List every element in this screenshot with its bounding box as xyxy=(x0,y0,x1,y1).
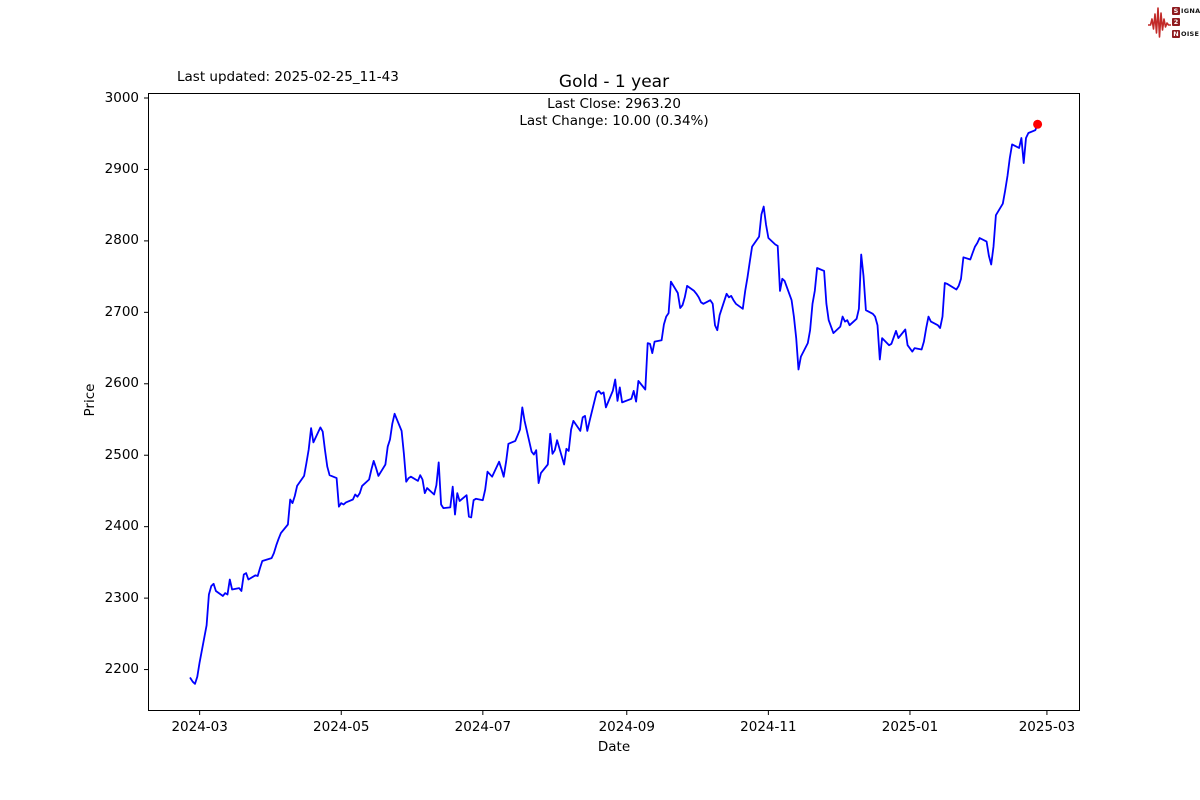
x-tick-label: 2024-03 xyxy=(171,719,228,735)
price-line xyxy=(189,123,1039,685)
y-tick-label: 2600 xyxy=(104,375,139,392)
y-tick-label: 2300 xyxy=(104,589,139,606)
x-tick-label: 2024-11 xyxy=(740,719,797,735)
chart-title: Gold - 1 year xyxy=(558,72,670,92)
annotation-last-change: Last Change: 10.00 (0.34%) xyxy=(519,113,709,129)
y-axis-label: Price xyxy=(82,383,98,417)
y-tick-label: 2400 xyxy=(104,518,139,535)
y-tick-label: 2900 xyxy=(104,160,139,177)
last-point-marker xyxy=(1033,119,1043,129)
x-tick-label: 2024-07 xyxy=(454,719,512,735)
x-axis-label: Date xyxy=(597,739,631,755)
last-updated-text: Last updated: 2025-02-25_11-43 xyxy=(177,69,399,85)
y-tick-label: 2800 xyxy=(104,232,139,249)
logo-row-2: 2 xyxy=(1172,17,1200,27)
x-tick-label: 2024-09 xyxy=(598,719,655,735)
logo-text: S IGNAL 2 N OISE xyxy=(1172,6,1200,39)
y-tick-label: 2500 xyxy=(104,446,139,463)
x-tick-label: 2025-01 xyxy=(881,719,939,735)
annotation-last-close: Last Close: 2963.20 xyxy=(547,96,681,112)
signal2noise-logo: S IGNAL 2 N OISE xyxy=(1148,3,1200,41)
logo-box-n: N xyxy=(1172,29,1180,38)
plot-frame xyxy=(148,93,1080,711)
logo-row-noise: N OISE xyxy=(1172,29,1200,38)
y-tick-label: 3000 xyxy=(104,89,139,106)
waveform-icon xyxy=(1148,7,1171,38)
x-tick-label: 2024-05 xyxy=(313,719,370,735)
y-tick-label: 2700 xyxy=(104,303,139,320)
y-tick-label: 2200 xyxy=(104,661,139,678)
logo-box-s: S xyxy=(1172,6,1180,15)
logo-box-2: 2 xyxy=(1172,18,1180,26)
logo-row-signal: S IGNAL xyxy=(1172,6,1200,15)
x-tick-label: 2025-03 xyxy=(1018,719,1076,735)
